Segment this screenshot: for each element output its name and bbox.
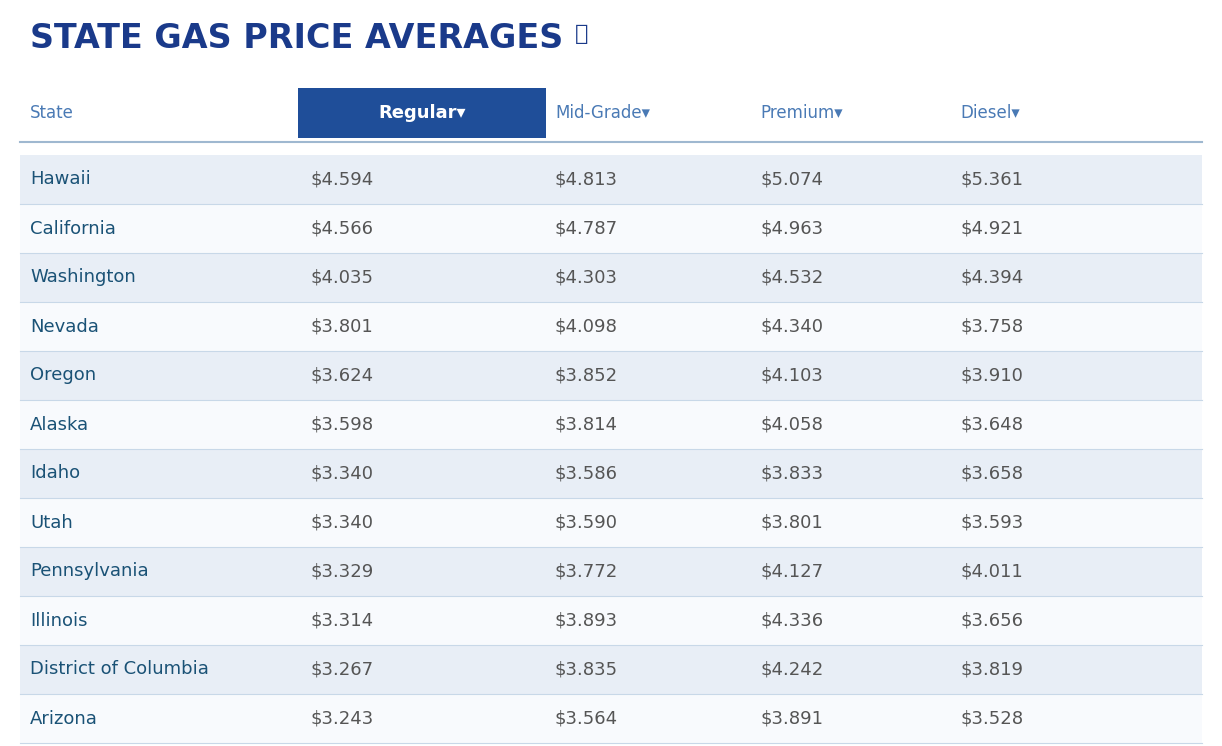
- Bar: [20, 449, 1202, 498]
- Text: $3.814: $3.814: [555, 416, 618, 433]
- Text: $4.813: $4.813: [555, 171, 618, 189]
- Text: $3.801: $3.801: [310, 318, 373, 336]
- Bar: [20, 302, 1202, 351]
- Text: Idaho: Idaho: [31, 465, 81, 483]
- Text: $3.772: $3.772: [555, 562, 618, 580]
- Text: State: State: [31, 104, 73, 122]
- Text: $3.658: $3.658: [960, 465, 1023, 483]
- Text: $3.624: $3.624: [310, 366, 373, 384]
- Text: Regular▾: Regular▾: [379, 104, 466, 122]
- Text: Arizona: Arizona: [31, 709, 98, 727]
- Bar: [20, 351, 1202, 400]
- Text: $3.801: $3.801: [760, 513, 822, 531]
- Text: Diesel▾: Diesel▾: [960, 104, 1019, 122]
- Text: $3.586: $3.586: [555, 465, 618, 483]
- Text: $4.103: $4.103: [760, 366, 822, 384]
- Text: $4.336: $4.336: [760, 612, 824, 630]
- Bar: [20, 204, 1202, 253]
- Text: $4.566: $4.566: [310, 219, 373, 237]
- Text: $3.891: $3.891: [760, 709, 822, 727]
- Text: $3.528: $3.528: [960, 709, 1023, 727]
- Text: $3.340: $3.340: [310, 465, 373, 483]
- Text: $4.098: $4.098: [555, 318, 618, 336]
- Text: $3.590: $3.590: [555, 513, 618, 531]
- Text: $3.340: $3.340: [310, 513, 373, 531]
- Bar: [20, 694, 1202, 743]
- Text: ⓘ: ⓘ: [576, 24, 588, 44]
- Text: $3.656: $3.656: [960, 612, 1023, 630]
- Text: Nevada: Nevada: [31, 318, 99, 336]
- Bar: [20, 498, 1202, 547]
- Text: STATE GAS PRICE AVERAGES: STATE GAS PRICE AVERAGES: [31, 22, 563, 55]
- Bar: [298, 88, 546, 138]
- Bar: [20, 155, 1202, 204]
- Text: Mid-Grade▾: Mid-Grade▾: [555, 104, 650, 122]
- Bar: [20, 400, 1202, 449]
- Text: $3.314: $3.314: [310, 612, 373, 630]
- Text: $4.921: $4.921: [960, 219, 1023, 237]
- Text: $3.593: $3.593: [960, 513, 1023, 531]
- Text: $4.532: $4.532: [760, 269, 824, 286]
- Text: Utah: Utah: [31, 513, 73, 531]
- Text: District of Columbia: District of Columbia: [31, 660, 209, 679]
- Text: $4.242: $4.242: [760, 660, 824, 679]
- Text: $3.243: $3.243: [310, 709, 373, 727]
- Text: $3.758: $3.758: [960, 318, 1023, 336]
- Text: $3.893: $3.893: [555, 612, 618, 630]
- Text: $3.564: $3.564: [555, 709, 618, 727]
- Text: California: California: [31, 219, 116, 237]
- Text: $4.787: $4.787: [555, 219, 618, 237]
- Text: $4.394: $4.394: [960, 269, 1023, 286]
- Text: $4.963: $4.963: [760, 219, 824, 237]
- Text: $4.127: $4.127: [760, 562, 824, 580]
- Text: $3.329: $3.329: [310, 562, 373, 580]
- Text: Premium▾: Premium▾: [760, 104, 843, 122]
- Text: $5.361: $5.361: [960, 171, 1023, 189]
- Text: Illinois: Illinois: [31, 612, 88, 630]
- Text: Washington: Washington: [31, 269, 136, 286]
- Text: $4.594: $4.594: [310, 171, 373, 189]
- Text: Hawaii: Hawaii: [31, 171, 90, 189]
- Text: $4.035: $4.035: [310, 269, 373, 286]
- Text: Alaska: Alaska: [31, 416, 89, 433]
- Text: $4.303: $4.303: [555, 269, 618, 286]
- Bar: [20, 645, 1202, 694]
- Text: $5.074: $5.074: [760, 171, 822, 189]
- Text: $4.340: $4.340: [760, 318, 822, 336]
- Text: $3.910: $3.910: [960, 366, 1023, 384]
- Text: $3.648: $3.648: [960, 416, 1023, 433]
- Text: $3.267: $3.267: [310, 660, 373, 679]
- Text: $3.852: $3.852: [555, 366, 618, 384]
- Text: $3.819: $3.819: [960, 660, 1023, 679]
- Text: Pennsylvania: Pennsylvania: [31, 562, 149, 580]
- Text: $3.598: $3.598: [310, 416, 373, 433]
- Bar: [20, 596, 1202, 645]
- Bar: [20, 547, 1202, 596]
- Text: $4.011: $4.011: [960, 562, 1023, 580]
- Text: $4.058: $4.058: [760, 416, 822, 433]
- Text: $3.835: $3.835: [555, 660, 618, 679]
- Bar: [20, 253, 1202, 302]
- Text: $3.833: $3.833: [760, 465, 824, 483]
- Text: Oregon: Oregon: [31, 366, 97, 384]
